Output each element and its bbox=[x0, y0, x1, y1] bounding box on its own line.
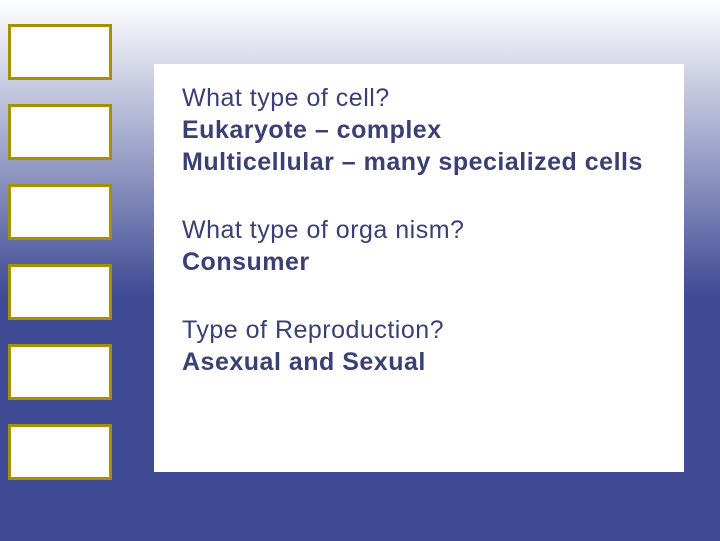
slide-thumbnail bbox=[8, 184, 112, 240]
answer-text: Eukaryote – complex bbox=[182, 114, 664, 146]
qa-block: Type of Reproduction? Asexual and Sexual bbox=[182, 314, 664, 378]
slide: What type of cell? Eukaryote – complex M… bbox=[0, 0, 720, 541]
slide-thumbnail bbox=[8, 424, 112, 480]
qa-block: What type of orga nism? Consumer bbox=[182, 214, 664, 278]
slide-thumbnail bbox=[8, 264, 112, 320]
answer-text: Consumer bbox=[182, 246, 664, 278]
slide-thumbnail bbox=[8, 104, 112, 160]
question-text: Type of Reproduction? bbox=[182, 314, 664, 346]
slide-thumbnail bbox=[8, 24, 112, 80]
content-panel: What type of cell? Eukaryote – complex M… bbox=[154, 64, 684, 472]
answer-text: Multicellular – many specialized cells bbox=[182, 146, 664, 178]
sidebar-thumbnails bbox=[8, 24, 112, 480]
qa-block: What type of cell? Eukaryote – complex M… bbox=[182, 82, 664, 178]
slide-thumbnail bbox=[8, 344, 112, 400]
question-text: What type of cell? bbox=[182, 82, 664, 114]
answer-text: Asexual and Sexual bbox=[182, 346, 664, 378]
question-text: What type of orga nism? bbox=[182, 214, 664, 246]
